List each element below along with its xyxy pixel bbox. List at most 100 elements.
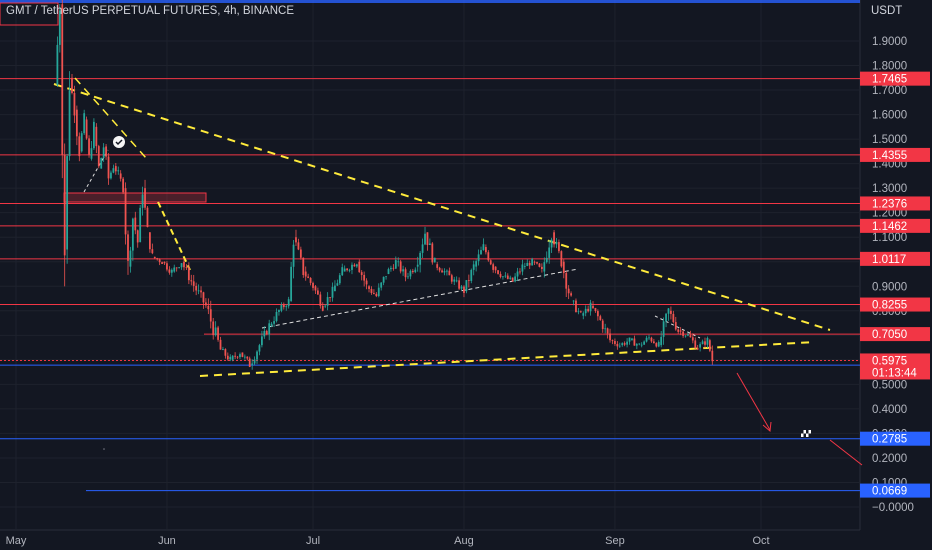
candle-body (73, 92, 76, 116)
candle-body (234, 355, 237, 357)
candle-body (643, 341, 646, 345)
candle-body (506, 275, 509, 279)
candle-body (56, 44, 59, 86)
candle-body (100, 158, 103, 169)
candle-body (631, 338, 633, 341)
candle-body (331, 286, 334, 298)
current-price-tag[interactable] (860, 353, 930, 380)
candle-body (90, 148, 93, 159)
candle-body (363, 274, 366, 281)
candle-body (334, 285, 336, 292)
candle-body (667, 308, 670, 314)
candle-body (122, 178, 125, 193)
price-axis[interactable]: 1.90001.80001.70001.60001.50001.40001.30… (860, 36, 930, 514)
candle-body (467, 280, 470, 281)
candle-body (353, 264, 356, 267)
horizontal-levels (0, 0, 860, 492)
candle-body (670, 310, 672, 314)
candle-body (604, 328, 607, 330)
candle-body (321, 305, 324, 311)
candle-body (183, 261, 185, 268)
supply-zone-box (0, 2, 59, 26)
candle-body (326, 297, 329, 306)
candle-body (411, 270, 414, 273)
candle-body (58, 10, 61, 45)
candle-body (689, 335, 692, 338)
candle-body (499, 273, 502, 277)
candle-body (543, 262, 546, 272)
price-tick-label: 1.7000 (872, 85, 907, 97)
candle-body (316, 290, 319, 295)
candle-body (312, 282, 314, 288)
candle-body (275, 311, 278, 322)
candle-body (163, 261, 166, 264)
candle-body (297, 242, 300, 250)
candle-body (516, 271, 519, 277)
candle-body (601, 320, 604, 330)
candle-body (521, 264, 524, 272)
price-tick-label: −0.0000 (872, 502, 914, 514)
candle-body (579, 311, 582, 313)
candle-body (711, 350, 714, 362)
candle-body (251, 363, 254, 365)
candle-body (538, 263, 541, 267)
candle-body (351, 264, 353, 270)
resistance-price-tag[interactable] (860, 297, 930, 312)
resistance-price-tag[interactable] (860, 196, 930, 211)
candle-body (502, 276, 504, 278)
resistance-price-tag[interactable] (860, 218, 930, 233)
candle-body (687, 334, 689, 336)
grid (0, 0, 861, 531)
candle-body (431, 243, 434, 263)
candle-body (141, 194, 144, 208)
candle-body (212, 321, 215, 336)
candle-body (463, 286, 465, 294)
candle-body (241, 352, 244, 357)
candle-body (409, 270, 412, 277)
candle-body (338, 275, 341, 284)
candle-body (553, 232, 555, 245)
support-price-tag[interactable] (860, 431, 930, 446)
candle-body (114, 166, 117, 172)
resistance-price-tag[interactable] (860, 327, 930, 342)
candle-body (192, 281, 195, 286)
candle-body (567, 288, 570, 294)
support-price-tag[interactable] (860, 483, 930, 498)
candle-body (562, 261, 565, 274)
candle-body (694, 340, 697, 349)
candle-body (222, 349, 224, 351)
resistance-price-tag[interactable] (860, 71, 930, 86)
candle-body (287, 299, 290, 307)
candle-body (606, 328, 609, 334)
candle-body (494, 266, 497, 271)
price-tick-label: 0.2000 (872, 453, 907, 465)
candle-body (243, 356, 246, 358)
candle-body (648, 337, 650, 339)
candle-body (299, 249, 302, 258)
resistance-price-tag[interactable] (860, 147, 930, 162)
candle-body (660, 336, 663, 346)
candle-body (582, 313, 585, 316)
symbol-title[interactable]: GMT / TetherUS PERPETUAL FUTURES, 4h, BI… (6, 5, 294, 17)
candle-body (416, 264, 419, 267)
price-tick-label: 1.1000 (872, 232, 907, 244)
current-price-label: 0.5975 (872, 355, 907, 367)
resistance-price-tag[interactable] (860, 251, 930, 266)
candle-body (236, 356, 239, 358)
candle-body (428, 243, 431, 245)
candle-body (482, 244, 485, 251)
candle-body (421, 244, 424, 253)
candle-body (248, 358, 251, 367)
candle-body (640, 344, 643, 346)
candle-body (645, 337, 648, 342)
candle-body (426, 232, 429, 245)
candle-body (263, 330, 266, 337)
candle-body (587, 308, 590, 312)
candle-body (187, 267, 190, 281)
candle-body (346, 268, 349, 271)
time-axis[interactable]: May Jun Jul Aug Sep Oct (6, 535, 770, 547)
price-tick-label: 1.9000 (872, 36, 907, 48)
candle-body (63, 154, 66, 256)
